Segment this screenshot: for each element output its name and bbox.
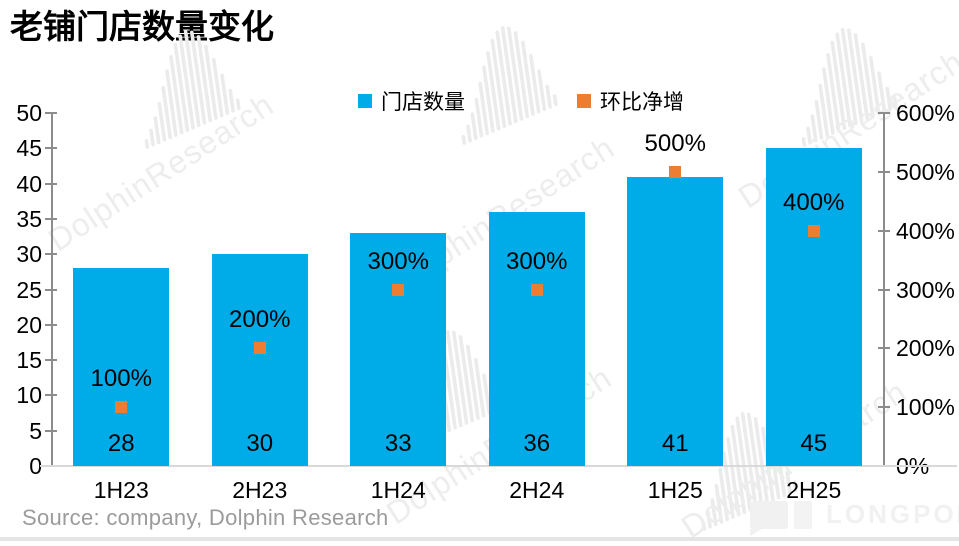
- y-axis-right-tick-label: 300%: [896, 276, 955, 303]
- legend-label: 门店数量: [381, 91, 465, 114]
- bar-value-label: 45: [800, 430, 828, 457]
- chart-legend: 门店数量 环比净增: [358, 86, 684, 116]
- bar-value-label: 36: [523, 430, 551, 457]
- y-axis-right-tick: [878, 347, 890, 350]
- y-axis-right-tick-label: 200%: [896, 335, 955, 362]
- y-axis-left-tick: [45, 429, 57, 432]
- net-increase-marker: [669, 165, 682, 178]
- y-axis-left-tick: [45, 217, 57, 220]
- net-increase-label: 100%: [90, 365, 152, 393]
- legend-item-store-count: 门店数量: [358, 86, 465, 116]
- legend-swatch-blue-icon: [358, 94, 372, 108]
- y-axis-left-tick: [45, 288, 57, 291]
- y-axis-left-tick-label: 25: [16, 276, 42, 303]
- legend-swatch-orange-icon: [577, 94, 591, 108]
- net-increase-label: 500%: [644, 129, 706, 157]
- bottom-border: [0, 537, 959, 541]
- y-axis-right-tick-label: 600%: [896, 100, 955, 126]
- y-axis-right-tick: [878, 170, 890, 173]
- x-axis-category-label: 2H23: [232, 477, 288, 503]
- y-axis-left-tick: [45, 323, 57, 326]
- bar-value-label: 28: [107, 430, 135, 457]
- net-increase-label: 400%: [783, 188, 845, 216]
- x-axis-category-label: 2H25: [786, 477, 842, 503]
- y-axis-left-tick: [45, 359, 57, 362]
- net-increase-marker: [392, 283, 405, 296]
- net-increase-marker: [253, 342, 266, 355]
- y-axis-right-tick: [878, 112, 890, 114]
- y-axis-right-tick: [878, 229, 890, 232]
- store-count-bar: [765, 148, 862, 466]
- legend-label: 环比净增: [600, 91, 684, 114]
- y-axis-right-tick-label: 400%: [896, 217, 955, 244]
- store-count-bar: [211, 254, 308, 466]
- x-axis-baseline: [40, 465, 957, 467]
- y-axis-left-tick-label: 15: [16, 347, 42, 374]
- net-increase-label: 300%: [506, 247, 568, 275]
- y-axis-right-tick: [878, 288, 890, 291]
- y-axis-left-tick: [45, 147, 57, 150]
- y-axis-left-tick: [45, 182, 57, 185]
- y-axis-left-tick-label: 0: [29, 453, 42, 479]
- y-axis-left-tick: [45, 112, 57, 114]
- net-increase-label: 200%: [229, 306, 291, 334]
- y-axis-left-tick-label: 45: [16, 135, 42, 162]
- y-axis-left-tick-label: 40: [16, 170, 42, 197]
- y-axis-right-tick: [878, 406, 890, 409]
- net-increase-marker: [115, 401, 128, 414]
- y-axis-right-tick-label: 500%: [896, 158, 955, 185]
- y-axis-left-tick-label: 30: [16, 241, 42, 268]
- y-axis-left-tick-label: 20: [16, 311, 42, 338]
- store-count-bar: [627, 176, 724, 466]
- net-increase-label: 300%: [367, 247, 429, 275]
- y-axis-left-tick-label: 35: [16, 205, 42, 232]
- page-title: 老铺门店数量变化: [10, 8, 274, 45]
- y-axis-left-tick: [45, 253, 57, 256]
- x-axis-category-label: 1H25: [647, 477, 703, 503]
- bar-value-label: 41: [661, 430, 689, 457]
- y-axis-left-tick-label: 10: [16, 382, 42, 409]
- store-count-bar: [73, 268, 170, 466]
- source-note: Source: company, Dolphin Research: [22, 505, 389, 530]
- store-count-bar: [488, 211, 585, 466]
- y-axis-left-tick-label: 50: [16, 100, 42, 126]
- bar-value-label: 30: [246, 430, 274, 457]
- bar-value-label: 33: [384, 430, 412, 457]
- x-axis-category-label: 2H24: [509, 477, 565, 503]
- x-axis-category-label: 1H23: [93, 477, 149, 503]
- y-axis-left-tick: [45, 394, 57, 397]
- net-increase-marker: [530, 283, 543, 296]
- legend-item-net-increase: 环比净增: [577, 86, 684, 116]
- net-increase-marker: [807, 224, 820, 237]
- x-axis-category-label: 1H24: [370, 477, 426, 503]
- y-axis-right-tick-label: 100%: [896, 394, 955, 421]
- y-axis-left-tick-label: 5: [29, 417, 42, 444]
